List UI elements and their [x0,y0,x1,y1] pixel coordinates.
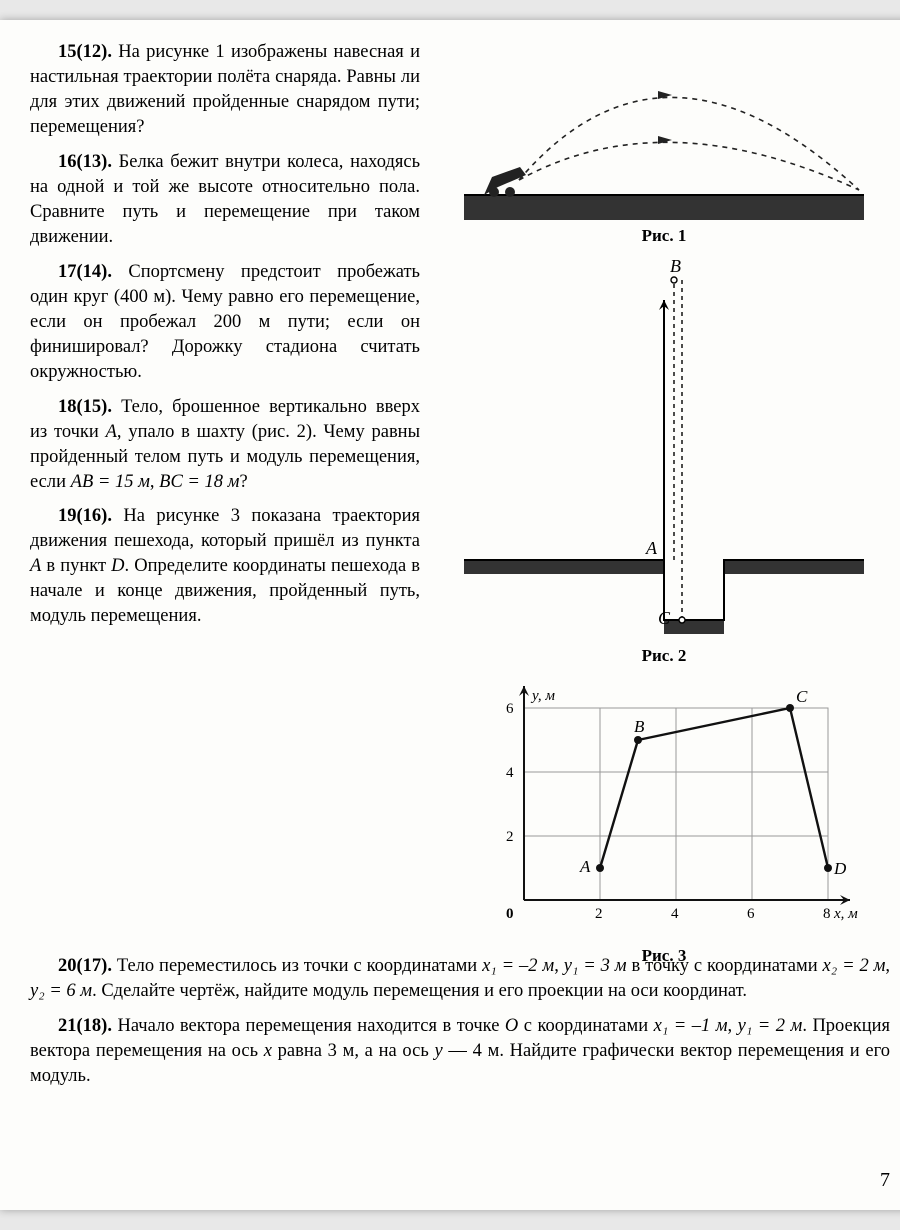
problem-num: 18(15). [58,397,112,417]
problem-19: 19(16). На рисунке 3 показана траектория… [30,504,420,629]
problem-num: 16(13). [58,152,112,172]
problem-16: 16(13). Белка бежит внутри колеса, наход… [30,150,420,250]
var: BC = 18 м [159,472,239,492]
svg-text:8: 8 [823,906,831,922]
problem-num: 19(16). [58,506,112,526]
svg-text:x, м: x, м [833,906,858,922]
svg-text:4: 4 [671,906,679,922]
svg-text:D: D [833,859,847,878]
var: x₂ = 2 м [823,956,886,976]
problem-21: 21(18). Начало вектора перемещения наход… [30,1014,890,1089]
problem-text: в пункт [41,556,111,576]
problem-text: Тело переместилось из точки с координата… [117,956,482,976]
problem-text: Начало вектора перемещения находится в т… [117,1016,504,1036]
var: y₁ = 3 м [564,956,627,976]
problem-18: 18(15). Тело, брошенное вертикально ввер… [30,395,420,495]
svg-text:y, м: y, м [530,688,555,704]
svg-text:2: 2 [506,829,514,845]
page-number: 7 [880,1169,890,1192]
svg-text:2: 2 [595,906,603,922]
svg-text:B: B [670,260,681,276]
var: AB = 15 м [71,472,150,492]
problem-15: 15(12). На рисунке 1 изображены навесная… [30,40,420,140]
svg-text:A: A [645,538,658,558]
svg-text:C: C [796,687,808,706]
figure-caption: Рис. 1 [642,226,687,246]
var: y [435,1041,443,1061]
svg-text:A: A [579,857,591,876]
var: O [505,1016,518,1036]
problem-num: 20(17). [58,956,112,976]
problem-num: 17(14). [58,262,112,282]
problem-17: 17(14). Спортсмену предстоит пробежать о… [30,260,420,385]
problem-text: с координатами [518,1016,653,1036]
svg-text:0: 0 [506,906,514,922]
svg-text:6: 6 [747,906,755,922]
problem-text: . Сделайте чертёж, найдите модуль переме… [92,981,747,1001]
problem-num: 15(12). [58,42,112,62]
svg-text:6: 6 [506,701,514,717]
var: x₁ = –1 м [654,1016,728,1036]
var: A [30,556,41,576]
var: A [106,422,117,442]
svg-text:C: C [658,608,671,628]
var: x [264,1041,272,1061]
var: x₁ = –2 м [482,956,554,976]
problem-text: равна 3 м, а на ось [272,1041,435,1061]
problem-num: 21(18). [58,1016,112,1036]
svg-text:4: 4 [506,765,514,781]
figure-1 [464,40,864,220]
svg-text:B: B [634,717,645,736]
figure-2: A B C [464,260,864,640]
problem-text: в точку с координатами [627,956,823,976]
var: y₂ = 6 м [30,981,92,1001]
figure-3: 2 4 6 8 2 4 6 0 x, м y, м A B C D [464,680,864,940]
var: D [111,556,124,576]
figure-caption: Рис. 2 [642,646,687,666]
var: y₁ = 2 м [738,1016,803,1036]
